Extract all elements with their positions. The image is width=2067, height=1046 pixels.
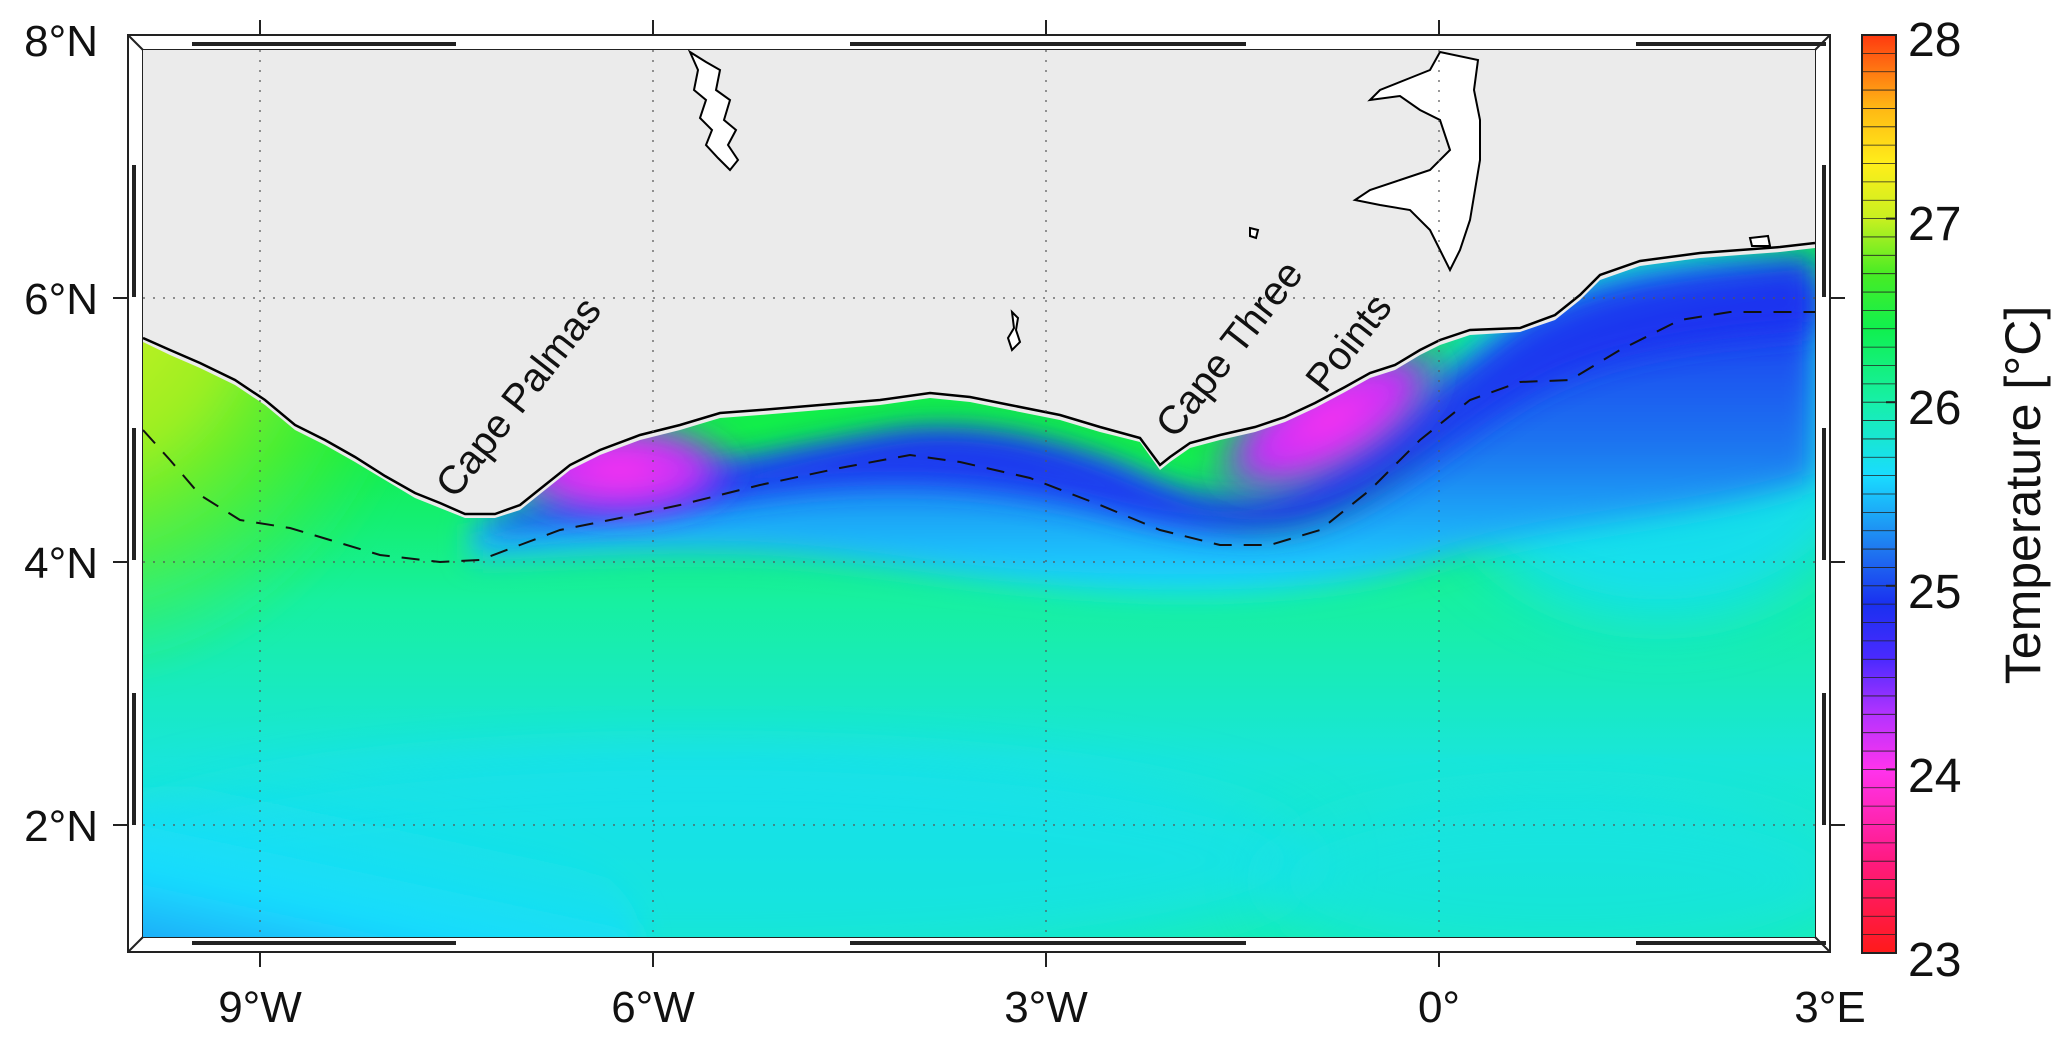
cold-spot-cape-three-points — [1203, 335, 1457, 505]
longitude-labels: 9°W 6°W 3°W 0° 3°E — [218, 983, 1866, 1032]
colorbar-title: Temperature [°C] — [1995, 306, 2051, 684]
lake-volta-east — [1352, 50, 1481, 273]
lon-label-0: 0° — [1418, 983, 1460, 1032]
lat-label-4n: 4°N — [24, 539, 98, 588]
axis-ticks — [113, 20, 1845, 967]
colorbar-label-25: 25 — [1908, 566, 1961, 619]
colorbar: 28 27 26 25 24 23 Temperature [°C] — [1861, 14, 2051, 987]
latitude-labels: 8°N 6°N 4°N 2°N — [24, 17, 98, 851]
colorbar-label-24: 24 — [1908, 750, 1961, 803]
coastal-upwelling-band — [470, 280, 1815, 595]
colorbar-label-23: 23 — [1908, 934, 1961, 987]
land-mass — [143, 50, 1815, 518]
small-lake-3 — [1748, 234, 1772, 247]
lake-volta-west — [687, 49, 740, 172]
inland-water — [687, 49, 1772, 352]
colorbar-label-26: 26 — [1908, 382, 1961, 435]
coastline — [143, 241, 1815, 516]
lat-label-8n: 8°N — [24, 17, 98, 66]
colorbar-ticks — [1886, 34, 1896, 954]
colorbar-label-28: 28 — [1908, 14, 1961, 67]
cold-southwest-patch — [143, 785, 640, 937]
lat-label-2n: 2°N — [24, 802, 98, 851]
cool-southeast-band — [1260, 790, 1815, 937]
upwelling-core — [490, 255, 1815, 535]
frame-bands — [132, 42, 1826, 945]
small-lake-1 — [1006, 309, 1022, 352]
colorbar-label-27: 27 — [1908, 198, 1961, 251]
lon-label-3w: 3°W — [1004, 983, 1088, 1032]
isotherm-dashed-line — [143, 311, 1815, 564]
small-lake-2 — [1249, 226, 1260, 240]
lon-label-6w: 6°W — [611, 983, 695, 1032]
lon-label-3e: 3°E — [1794, 983, 1865, 1032]
lon-label-9w: 9°W — [218, 983, 302, 1032]
colorbar-tick-labels: 28 27 26 25 24 23 — [1908, 14, 1961, 987]
lat-label-6n: 6°N — [24, 275, 98, 324]
